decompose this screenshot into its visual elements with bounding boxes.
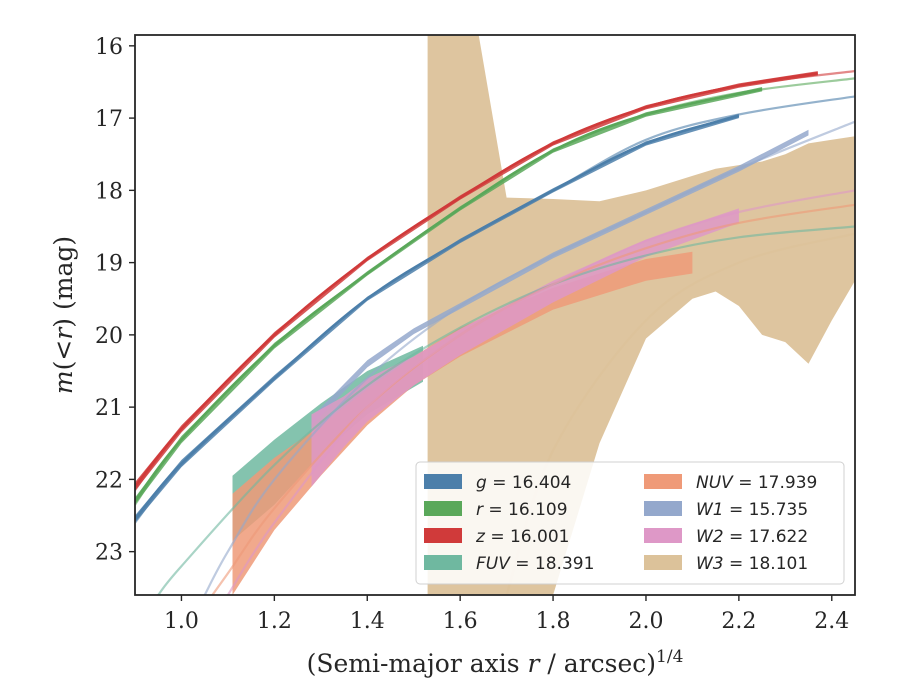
- y-axis-label: m(<r) (mag): [49, 236, 78, 394]
- legend-label-nuv: NUV = 17.939: [696, 473, 817, 493]
- legend-band-name: FUV: [476, 554, 511, 574]
- x-tick-label: 1.8: [536, 609, 571, 634]
- legend-band-name: W3: [696, 554, 724, 574]
- x-tick-label: 2.0: [628, 609, 663, 634]
- series-w1-fit: [203, 120, 855, 595]
- legend-band-name: z: [475, 527, 486, 547]
- x-tick-label: 1.6: [443, 609, 478, 634]
- x-axis-label-unit: / arcsec): [539, 649, 656, 678]
- x-tick-label: 2.4: [814, 609, 849, 634]
- plot-frame: [134, 34, 856, 596]
- plot-area: [135, 35, 855, 595]
- y-tick-label: 17: [95, 107, 123, 132]
- legend-swatch-r: [424, 501, 462, 516]
- legend-band-name: g: [476, 473, 487, 493]
- series-r-line: [135, 87, 763, 502]
- legend-label-g: g = 16.404: [476, 473, 571, 493]
- y-axis-label-m: m: [49, 370, 78, 394]
- series-z-line: [135, 72, 818, 488]
- y-tick-label: 16: [95, 35, 123, 60]
- legend-label-z: z = 16.001: [475, 527, 569, 547]
- legend-label-w2: W2 = 17.622: [696, 527, 808, 547]
- series-g-line: [135, 114, 740, 520]
- y-axis-label-r: r: [49, 326, 78, 340]
- legend-band-value: = 18.101: [724, 554, 809, 574]
- legend-band-value: = 16.001: [485, 527, 570, 547]
- legend-band-name: r: [476, 500, 484, 520]
- series-w2-errband: [311, 208, 739, 487]
- legend-swatch-fuv: [424, 555, 462, 570]
- legend-band-name: NUV: [696, 473, 734, 493]
- legend-band-name: W2: [696, 527, 724, 547]
- y-tick-label: 20: [95, 324, 123, 349]
- legend-swatch-w1: [644, 501, 682, 516]
- x-tick-label: 1.2: [257, 609, 292, 634]
- y-tick-label: 19: [95, 252, 123, 277]
- legend-band-value: = 17.939: [733, 473, 818, 493]
- legend-band-value: = 18.391: [510, 554, 595, 574]
- y-tick-label: 22: [95, 468, 123, 493]
- x-tick-label: 1.4: [350, 609, 385, 634]
- y-axis: 16 17 18 19 20 21 22 23: [95, 35, 135, 566]
- x-axis-label-main: (Semi-major axis: [307, 649, 528, 678]
- x-axis-label-var: r: [528, 649, 542, 678]
- series-fuv-fit: [157, 225, 855, 595]
- legend-label-r: r = 16.109: [476, 500, 568, 520]
- x-tick-label: 2.2: [721, 609, 756, 634]
- y-axis-label-mid: (<: [49, 340, 78, 371]
- series-w3-band: [427, 35, 855, 595]
- legend-swatch-w2: [644, 528, 682, 543]
- x-axis-label: (Semi-major axis r / arcsec)1/4: [307, 647, 684, 678]
- legend-band-value: = 16.404: [487, 473, 572, 493]
- legend-band-value: = 16.109: [483, 500, 568, 520]
- plot-content: [135, 35, 855, 595]
- y-tick-label: 18: [95, 179, 123, 204]
- legend-band-value: = 17.622: [724, 527, 809, 547]
- legend-swatch-w3: [644, 555, 682, 570]
- legend-swatch-nuv: [644, 474, 682, 489]
- legend-label-w1: W1 = 15.735: [696, 500, 808, 520]
- legend-band-value: = 15.735: [724, 500, 809, 520]
- series-w2-fit: [226, 189, 855, 595]
- x-axis-label-sup: 1/4: [656, 647, 683, 667]
- y-tick-label: 21: [95, 396, 123, 421]
- y-axis-label-end: ) (mag): [49, 236, 78, 328]
- legend-label-w3: W3 = 18.101: [696, 554, 808, 574]
- x-axis: 1.0 1.2 1.4 1.6 1.8 2.0 2.2 2.4: [164, 595, 849, 634]
- legend-label-fuv: FUV = 18.391: [476, 554, 594, 574]
- y-tick-label: 23: [95, 541, 123, 566]
- legend-swatch-g: [424, 474, 462, 489]
- legend-swatch-z: [424, 528, 462, 543]
- legend-band-name: W1: [696, 500, 724, 520]
- legend-frame: [415, 461, 845, 585]
- x-tick-label: 1.0: [164, 609, 199, 634]
